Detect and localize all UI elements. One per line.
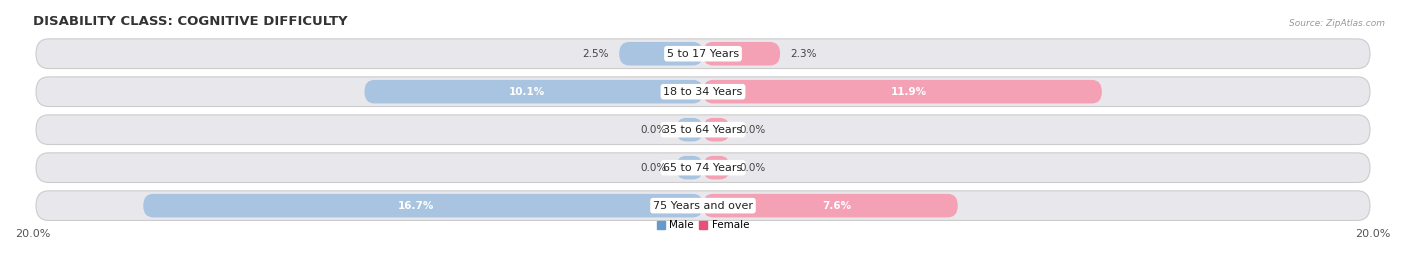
FancyBboxPatch shape [703, 80, 1102, 103]
FancyBboxPatch shape [703, 156, 730, 180]
Text: 2.5%: 2.5% [582, 49, 609, 59]
Text: 75 Years and over: 75 Years and over [652, 201, 754, 211]
Text: 5 to 17 Years: 5 to 17 Years [666, 49, 740, 59]
FancyBboxPatch shape [619, 42, 703, 66]
FancyBboxPatch shape [37, 191, 1369, 221]
FancyBboxPatch shape [37, 153, 1369, 183]
FancyBboxPatch shape [703, 42, 780, 66]
FancyBboxPatch shape [703, 194, 957, 217]
FancyBboxPatch shape [37, 77, 1369, 106]
Text: Source: ZipAtlas.com: Source: ZipAtlas.com [1289, 19, 1385, 28]
Text: 16.7%: 16.7% [398, 201, 434, 211]
FancyBboxPatch shape [676, 118, 703, 141]
Text: 0.0%: 0.0% [740, 163, 766, 173]
Text: DISABILITY CLASS: COGNITIVE DIFFICULTY: DISABILITY CLASS: COGNITIVE DIFFICULTY [32, 15, 347, 28]
FancyBboxPatch shape [37, 115, 1369, 144]
Text: 35 to 64 Years: 35 to 64 Years [664, 125, 742, 135]
Text: 2.3%: 2.3% [790, 49, 817, 59]
Legend: Male, Female: Male, Female [652, 216, 754, 235]
Text: 7.6%: 7.6% [823, 201, 852, 211]
Text: 65 to 74 Years: 65 to 74 Years [664, 163, 742, 173]
FancyBboxPatch shape [364, 80, 703, 103]
Text: 18 to 34 Years: 18 to 34 Years [664, 87, 742, 97]
Text: 0.0%: 0.0% [740, 125, 766, 135]
FancyBboxPatch shape [143, 194, 703, 217]
FancyBboxPatch shape [703, 118, 730, 141]
Text: 11.9%: 11.9% [891, 87, 927, 97]
Text: 0.0%: 0.0% [640, 163, 666, 173]
Text: 10.1%: 10.1% [509, 87, 546, 97]
Text: 0.0%: 0.0% [640, 125, 666, 135]
FancyBboxPatch shape [37, 39, 1369, 69]
FancyBboxPatch shape [676, 156, 703, 180]
